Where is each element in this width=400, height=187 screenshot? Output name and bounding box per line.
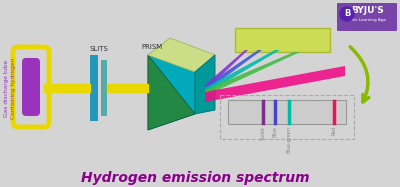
Bar [220, 95, 354, 139]
Text: B: B [344, 10, 350, 19]
Polygon shape [195, 55, 215, 114]
Polygon shape [205, 50, 280, 94]
Polygon shape [148, 38, 215, 72]
Text: Blue-green: Blue-green [287, 126, 292, 153]
Text: Red: Red [332, 126, 337, 135]
Polygon shape [235, 28, 330, 52]
Polygon shape [205, 66, 345, 102]
Polygon shape [101, 60, 107, 116]
Text: PRISM: PRISM [141, 44, 163, 50]
Text: The Learning App: The Learning App [350, 18, 386, 22]
FancyBboxPatch shape [13, 47, 49, 127]
Polygon shape [205, 52, 300, 96]
Text: BYJU'S: BYJU'S [352, 7, 384, 16]
Text: SLITS: SLITS [90, 46, 108, 52]
Text: Hydrogen emission spectrum: Hydrogen emission spectrum [81, 171, 309, 185]
Text: Gas discharge tube
Containing hydrogen: Gas discharge tube Containing hydrogen [4, 57, 16, 119]
Text: Violet: Violet [261, 126, 266, 140]
Polygon shape [205, 50, 262, 92]
FancyBboxPatch shape [22, 58, 40, 116]
Polygon shape [148, 55, 195, 130]
FancyBboxPatch shape [337, 3, 397, 31]
Polygon shape [205, 50, 248, 91]
Polygon shape [148, 55, 195, 130]
Polygon shape [90, 55, 98, 121]
Bar [228, 100, 346, 124]
Text: Blue: Blue [273, 126, 278, 137]
Circle shape [340, 7, 354, 21]
